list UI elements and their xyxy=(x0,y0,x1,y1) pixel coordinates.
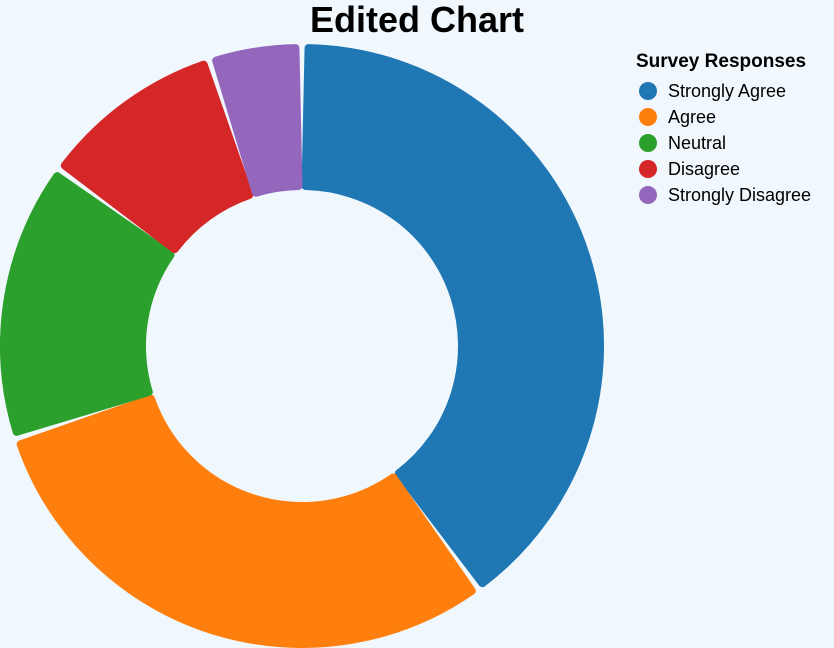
legend-item-disagree[interactable]: Disagree xyxy=(639,159,740,179)
slice-disagree[interactable] xyxy=(60,60,254,254)
legend-label: Neutral xyxy=(668,133,726,153)
donut-slices xyxy=(0,44,604,648)
slice-strongly-agree[interactable] xyxy=(301,44,604,588)
slice-strongly-disagree[interactable] xyxy=(212,44,303,197)
legend-item-neutral[interactable]: Neutral xyxy=(639,133,726,153)
legend-item-strongly-disagree[interactable]: Strongly Disagree xyxy=(639,185,811,205)
chart-title: Edited Chart xyxy=(310,0,524,40)
legend-item-agree[interactable]: Agree xyxy=(639,107,716,127)
legend-swatch xyxy=(639,82,657,100)
legend-label: Strongly Disagree xyxy=(668,185,811,205)
slice-neutral[interactable] xyxy=(0,172,175,436)
legend-label: Agree xyxy=(668,107,716,127)
legend: Survey Responses Strongly Agree Agree Neut… xyxy=(636,51,811,205)
legend-swatch xyxy=(639,134,657,152)
legend-title: Survey Responses xyxy=(636,51,806,72)
legend-swatch xyxy=(639,186,657,204)
legend-swatch xyxy=(639,108,657,126)
slice-agree[interactable] xyxy=(16,394,476,648)
legend-items: Strongly Agree Agree Neutral Disagree Strong… xyxy=(639,81,811,205)
legend-label: Disagree xyxy=(668,159,740,179)
legend-swatch xyxy=(639,160,657,178)
legend-label: Strongly Agree xyxy=(668,81,786,101)
legend-item-strongly-agree[interactable]: Strongly Agree xyxy=(639,81,786,101)
